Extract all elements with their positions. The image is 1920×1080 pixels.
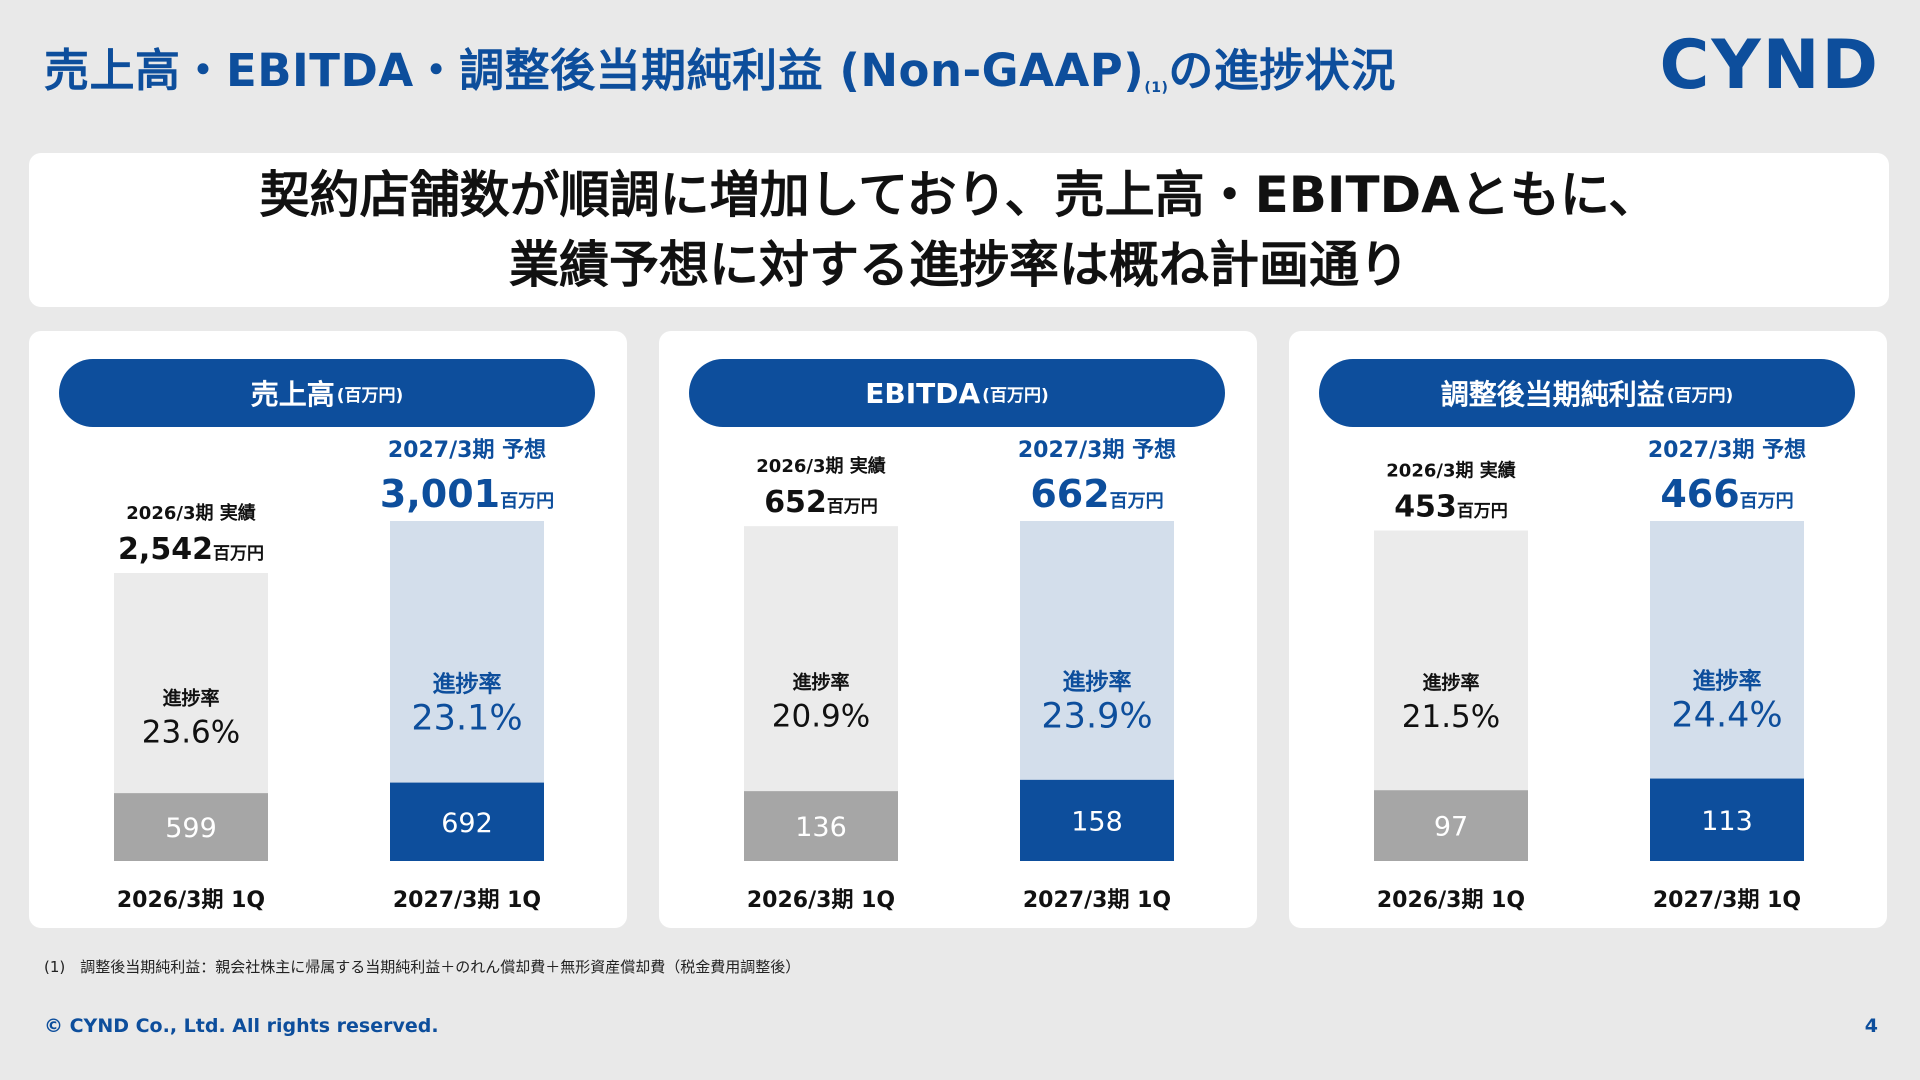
category-label: 2027/3期 1Q: [393, 888, 541, 913]
full-year-label: 2027/3期 予想: [1018, 438, 1176, 463]
current-1q-bar: [390, 782, 544, 861]
progress-rate-value: 23.6%: [142, 715, 240, 751]
progress-rate-value: 21.5%: [1402, 699, 1500, 735]
revenue-chart: 599 進捗率 23.6% 2026/3期 実績 2,542百万円 2026/3期 1Q 6…: [114, 438, 554, 913]
panel-title-pill: 調整後当期純利益 (百万円): [1319, 359, 1855, 427]
panel-title: 調整後当期純利益: [1440, 378, 1665, 411]
progress-rate-label: 進捗率: [1693, 667, 1762, 694]
full-year-label: 2027/3期 予想: [1648, 438, 1806, 463]
progress-rate-label: 進捗率: [792, 670, 849, 693]
cynd-logo: CYND: [1659, 26, 1880, 105]
headline-line-1: 契約店舗数が順調に増加しており、売上高・EBITDAともに、: [259, 166, 1659, 224]
q1-value-label: 692: [441, 808, 493, 839]
panel-title: EBITDA: [865, 376, 981, 410]
page-title-main: 売上高・EBITDA・調整後当期純利益 (Non-GAAP): [44, 44, 1145, 97]
panel-unit: (百万円): [1666, 385, 1734, 406]
current-1q-bar: [1020, 779, 1174, 861]
panel-title: 売上高: [250, 378, 335, 411]
progress-rate-label: 進捗率: [1063, 668, 1132, 695]
panel-unit: (百万円): [336, 385, 404, 406]
copyright: © CYND Co., Ltd. All rights reserved.: [44, 1015, 439, 1037]
category-label: 2027/3期 1Q: [1023, 888, 1171, 913]
progress-rate-value: 23.9%: [1041, 696, 1152, 736]
progress-rate-label: 進捗率: [162, 687, 219, 710]
q1-value-label: 97: [1434, 812, 1468, 843]
progress-rate-value: 20.9%: [772, 698, 870, 734]
full-year-value: 652百万円: [764, 485, 878, 520]
full-year-value: 2,542百万円: [118, 532, 264, 567]
prior-1q-bar: [744, 791, 898, 861]
q1-value-label: 599: [165, 813, 217, 844]
page-title: 売上高・EBITDA・調整後当期純利益 (Non-GAAP)(1)の進捗状況: [44, 34, 1396, 99]
full-year-label: 2026/3期 実績: [126, 502, 255, 524]
panel-unit: (百万円): [982, 385, 1049, 406]
full-year-value: 3,001百万円: [380, 472, 554, 516]
footnote: (1) 調整後当期純利益：親会社株主に帰属する当期純利益＋のれん償却費＋無形資産…: [44, 958, 801, 976]
q1-value-label: 136: [795, 812, 847, 843]
full-year-label: 2026/3期 実績: [756, 455, 885, 477]
full-year-label: 2026/3期 実績: [1386, 459, 1515, 481]
full-year-label: 2027/3期 予想: [388, 438, 546, 463]
current-1q-bar: [1650, 778, 1804, 861]
category-label: 2026/3期 1Q: [1377, 888, 1525, 913]
category-label: 2026/3期 1Q: [747, 888, 895, 913]
full-year-value: 662百万円: [1030, 472, 1163, 516]
category-label: 2027/3期 1Q: [1653, 888, 1801, 913]
ebitda-chart: 136 進捗率 20.9% 2026/3期 実績 652百万円 2026/3期 1Q 158…: [744, 438, 1176, 913]
panel-adjusted-net-income: 調整後当期純利益 (百万円) 97 進捗率 21.5% 2026/3期 実績 453百万円…: [1289, 331, 1887, 928]
panel-ebitda: EBITDA (百万円) 136 進捗率 20.9% 2026/3期 実績 652百万円 2…: [659, 331, 1257, 928]
q1-value-label: 158: [1071, 806, 1123, 837]
progress-rate-value: 23.1%: [411, 698, 522, 738]
title-footnote-marker: (1): [1144, 80, 1169, 96]
category-label: 2026/3期 1Q: [117, 888, 265, 913]
headline-box: 契約店舗数が順調に増加しており、売上高・EBITDAともに、 業績予想に対する進…: [29, 153, 1889, 307]
progress-rate-label: 進捗率: [433, 670, 502, 697]
full-year-value: 453百万円: [1394, 489, 1508, 524]
headline-line-2: 業績予想に対する進捗率は概ね計画通り: [509, 236, 1409, 294]
prior-1q-bar: [114, 793, 268, 861]
progress-rate-label: 進捗率: [1422, 671, 1479, 694]
prior-1q-bar: [1374, 790, 1528, 861]
progress-rate-value: 24.4%: [1671, 695, 1782, 735]
q1-value-label: 113: [1701, 806, 1753, 837]
panel-title-pill: 売上高 (百万円): [59, 359, 595, 427]
page-title-suffix: の進捗状況: [1168, 44, 1396, 97]
panel-title-pill: EBITDA (百万円): [689, 359, 1225, 427]
panel-revenue: 売上高 (百万円) 599 進捗率 23.6% 2026/3期 実績 2,542百万円 20…: [29, 331, 627, 928]
page-number: 4: [1864, 1015, 1878, 1037]
full-year-value: 466百万円: [1660, 472, 1793, 516]
adjusted-net-income-chart: 97 進捗率 21.5% 2026/3期 実績 453百万円 2026/3期 1Q 113 進…: [1374, 438, 1806, 913]
